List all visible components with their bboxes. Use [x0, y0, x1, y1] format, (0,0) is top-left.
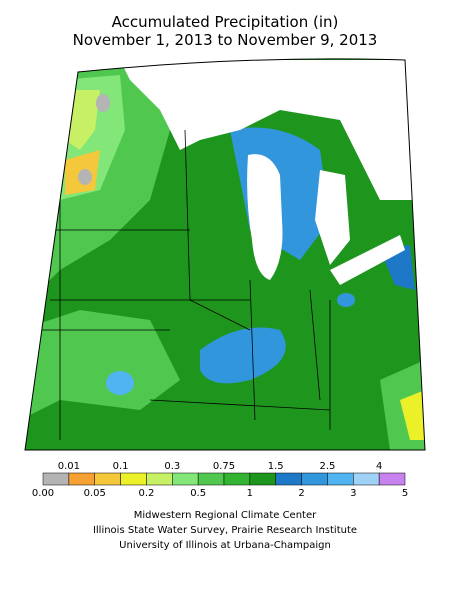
legend-swatch [94, 472, 121, 486]
legend-label: 4 [376, 461, 382, 472]
credit-line: University of Illinois at Urbana-Champai… [119, 540, 331, 551]
legend-label: 2.5 [319, 461, 335, 472]
legend-label: 0.75 [213, 461, 235, 472]
legend-label: 1 [247, 488, 253, 499]
legend-label: 2 [298, 488, 304, 499]
legend-swatch [353, 472, 380, 486]
legend-swatch [146, 472, 173, 486]
legend-swatch [301, 472, 328, 486]
legend-label: 0.3 [164, 461, 180, 472]
legend-label: 0.01 [58, 461, 80, 472]
credit-line: Midwestern Regional Climate Center [134, 510, 317, 521]
subtitle: November 1, 2013 to November 9, 2013 [73, 31, 378, 49]
legend-label: 3 [350, 488, 356, 499]
legend-label: 0.1 [113, 461, 129, 472]
legend-swatch [68, 472, 95, 486]
legend-swatch [172, 472, 199, 486]
legend-swatch [378, 472, 406, 486]
legend-swatch [197, 472, 225, 486]
legend-swatch [249, 472, 276, 486]
legend-label: 5 [402, 488, 408, 499]
legend-label: 0.2 [138, 488, 154, 499]
credit-line: Illinois State Water Survey, Prairie Res… [93, 525, 357, 536]
legend-swatch [42, 472, 70, 486]
legend-swatch [275, 472, 302, 486]
map [24, 58, 426, 451]
legend-swatch [327, 472, 354, 486]
legend-label: 0.00 [32, 488, 54, 499]
legend-label: 1.5 [268, 461, 284, 472]
legend-label: 0.05 [84, 488, 106, 499]
legend-label: 0.5 [190, 488, 206, 499]
legend-swatch [120, 472, 147, 486]
credits: Midwestern Regional Climate Center Illino… [93, 510, 357, 551]
title: Accumulated Precipitation (in) [112, 13, 339, 31]
legend-swatch [223, 472, 251, 486]
legend: 0.00 0.01 0.05 0.1 0.2 0.3 0.5 0.75 1 1.5 2 2.5 3 4 5 [32, 461, 408, 499]
